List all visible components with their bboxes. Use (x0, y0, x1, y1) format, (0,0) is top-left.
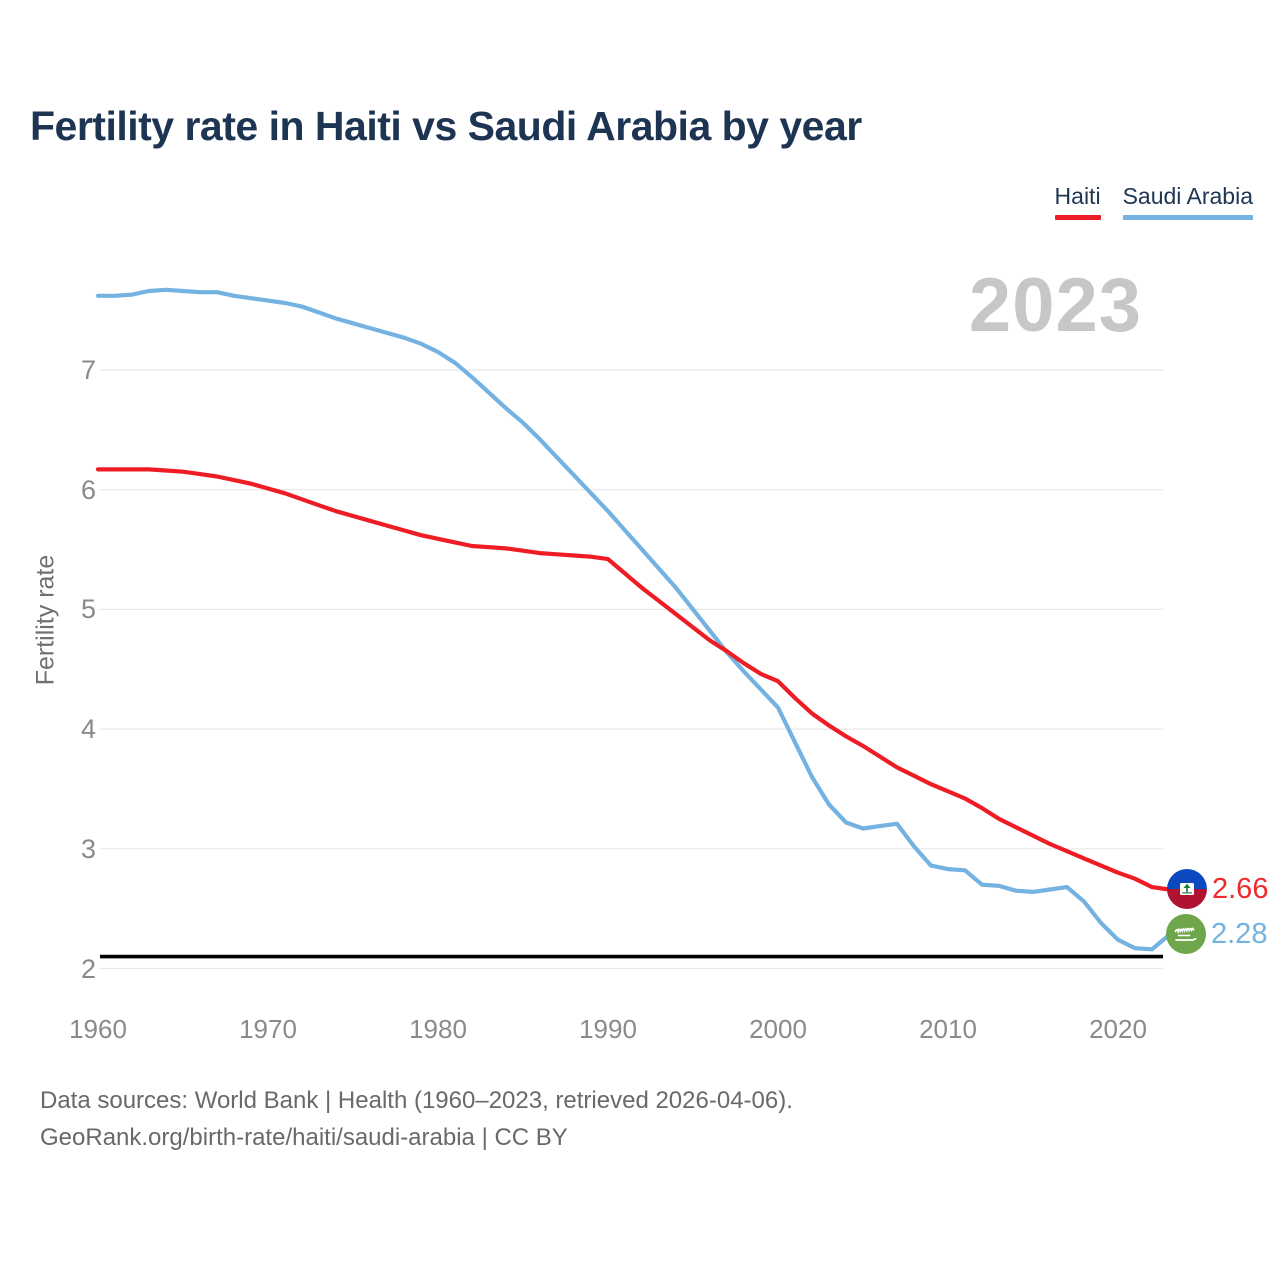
legend-color-bar-haiti (1054, 215, 1101, 220)
saudi-arabia-end-value: 2.28 (1211, 917, 1268, 950)
page-title: Fertility rate in Haiti vs Saudi Arabia … (30, 103, 862, 149)
x-tick-label: 1990 (579, 1014, 637, 1044)
legend-label-haiti: Haiti (1054, 183, 1101, 209)
haiti-flag-icon (1167, 869, 1207, 909)
end-label-saudi-arabia: 2.28 (1166, 914, 1267, 954)
y-tick-label: 2 (80, 953, 96, 984)
license-line: GeoRank.org/birth-rate/haiti/saudi-arabi… (40, 1124, 568, 1151)
y-tick-label: 4 (80, 714, 96, 745)
y-tick-label: 3 (80, 833, 96, 864)
legend-label-saudi-arabia: Saudi Arabia (1122, 183, 1253, 209)
x-tick-label: 2010 (919, 1014, 977, 1044)
line-saudi-arabia (95, 287, 1172, 952)
legend-color-bar-saudi-arabia (1122, 215, 1253, 220)
y-tick-label: 5 (80, 594, 96, 625)
x-tick-label: 1960 (69, 1014, 127, 1044)
legend-item-saudi-arabia[interactable]: Saudi Arabia (1122, 183, 1253, 220)
legend-item-haiti[interactable]: Haiti (1054, 183, 1101, 220)
y-tick-label: 6 (80, 474, 96, 505)
x-tick-label: 1970 (239, 1014, 297, 1044)
y-tick-label: 7 (80, 355, 96, 385)
legend: Haiti Saudi Arabia (1054, 183, 1253, 220)
data-source-line: Data sources: World Bank | Health (1960–… (40, 1087, 793, 1114)
current-year-watermark: 2023 (968, 263, 1142, 348)
source-attribution: Data sources: World Bank | Health (1960–… (40, 1082, 793, 1156)
x-tick-label: 1980 (409, 1014, 467, 1044)
end-label-haiti: 2.66 (1167, 869, 1268, 909)
saudi-arabia-flag-icon (1166, 914, 1206, 954)
x-tick-label: 2000 (749, 1014, 807, 1044)
x-tick-label: 2020 (1089, 1014, 1147, 1044)
line-haiti (95, 467, 1172, 892)
haiti-end-value: 2.66 (1212, 872, 1269, 905)
